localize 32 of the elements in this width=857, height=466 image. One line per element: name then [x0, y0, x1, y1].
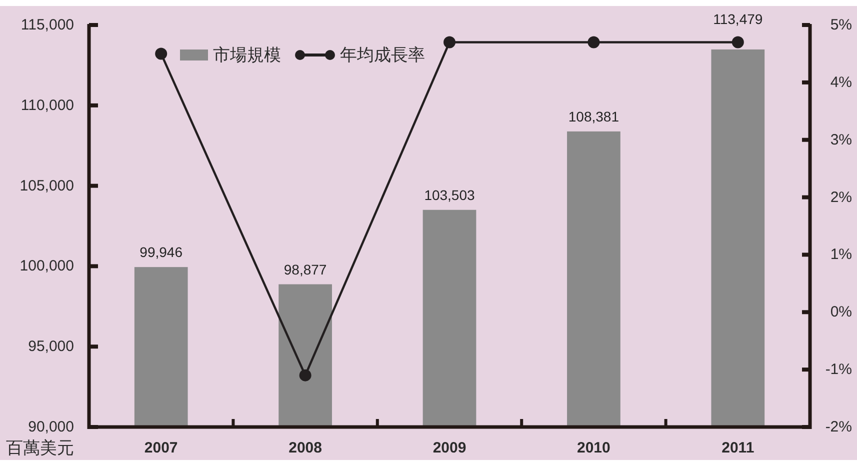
y-tick-label: 105,000: [20, 177, 74, 194]
point: [299, 369, 312, 382]
x-tick-label: 2008: [288, 440, 322, 456]
y-tick-label: 100,000: [20, 258, 74, 275]
y2-tick-label: 1%: [830, 246, 852, 264]
data-label: 98,877: [284, 261, 327, 278]
y2-tick-label: -1%: [825, 361, 852, 378]
y2-tick-label: 3%: [830, 131, 852, 148]
data-label: 99,946: [140, 244, 183, 260]
point: [155, 48, 168, 60]
legend-label: 年均成長率: [340, 46, 425, 64]
y-axis-title: 百萬美元: [6, 438, 74, 458]
point: [732, 36, 744, 48]
data-label: 103,503: [424, 186, 476, 203]
data-label: 108,381: [568, 108, 620, 124]
y2-tick-label: 5%: [830, 16, 852, 34]
data-label: 113,479: [713, 11, 763, 28]
y2-tick-label: 4%: [830, 74, 852, 91]
y2-tick-label: 0%: [830, 304, 852, 321]
y-tick-label: 110,000: [20, 96, 74, 114]
y-tick-label: 95,000: [28, 338, 74, 356]
x-tick-label: 2010: [577, 440, 610, 456]
x-tick-label: 2011: [722, 440, 754, 456]
point: [444, 36, 456, 48]
x-tick-label: 2009: [432, 440, 466, 456]
y-tick-label: 90,000: [28, 418, 74, 436]
y2-tick-label: 2%: [830, 188, 852, 206]
y-tick-label: 115,000: [20, 16, 74, 34]
point: [588, 36, 600, 48]
x-tick-label: 2007: [144, 440, 178, 456]
y2-tick-label: -2%: [825, 418, 852, 436]
legend-label: 市場規模: [213, 46, 281, 64]
